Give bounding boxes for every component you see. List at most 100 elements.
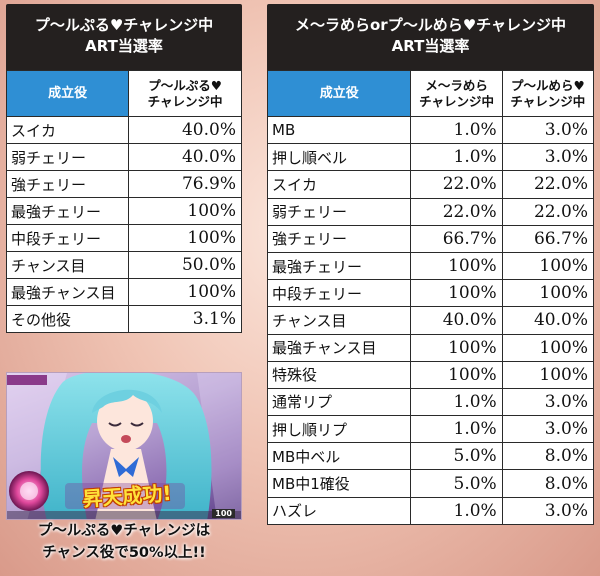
role-name: 強チェリー [5, 170, 130, 198]
table-row: 最強チャンス目 100% [5, 278, 242, 306]
caption-line2: チャンス役で50%以上!! [42, 545, 206, 561]
rate-value-mera: 1.0% [410, 115, 503, 145]
table-row: MB中ベル 5.0% 8.0% [266, 442, 595, 471]
table-row: 通常リプ 1.0% 3.0% [266, 387, 595, 417]
right-rate-table: 成立役 メ～ラめら チャレンジ中 プ～ルめら♥ チャレンジ中 MB 1.0% 3.0… [266, 70, 595, 525]
rate-value: 3.1% [128, 305, 242, 333]
right-header-col1-line2: チャレンジ中 [419, 93, 495, 109]
thumbnail-caption: プ～ルぷる♥チャレンジは チャンス役で50%以上!! [6, 520, 242, 564]
table-row: MB 1.0% 3.0% [266, 115, 595, 145]
rate-value-pool: 3.0% [501, 387, 595, 417]
left-header-col-line2: チャレンジ中 [147, 93, 223, 109]
right-rate-panel: メ～ラめらorプ～ルめら♥チャレンジ中 ART当選率 成立役 メ～ラめら チャレ… [266, 4, 595, 525]
role-name: ハズレ [266, 496, 412, 525]
rate-value-pool: 3.0% [501, 115, 595, 145]
rate-value: 100% [128, 197, 242, 225]
table-row: 最強チェリー 100% [5, 197, 242, 225]
rate-value-pool: 22.0% [501, 197, 595, 226]
left-rate-table: 成立役 プ～ルぷる♥ チャレンジ中 スイカ 40.0% 弱チェリー 40.0% 強チ… [5, 70, 242, 333]
role-name: その他役 [5, 305, 130, 333]
rate-value-mera: 100% [410, 279, 503, 308]
table-row: 強チェリー 66.7% 66.7% [266, 224, 595, 253]
role-name: スイカ [5, 116, 130, 144]
right-title-line1: メ～ラめらorプ～ルめら♥チャレンジ中 [294, 16, 566, 34]
rate-value-pool: 22.0% [501, 170, 595, 199]
role-name: 弱チェリー [5, 143, 130, 171]
rate-value-mera: 22.0% [410, 197, 503, 226]
right-header-row: 成立役 メ～ラめら チャレンジ中 プ～ルめら♥ チャレンジ中 [266, 70, 595, 117]
right-header-col1-line1: メ～ラめら [425, 77, 488, 93]
rate-value: 40.0% [128, 116, 242, 144]
rate-value-pool: 100% [501, 333, 595, 362]
right-header-col2-line2: チャレンジ中 [510, 93, 586, 109]
role-name: 特殊役 [266, 360, 412, 389]
left-panel-title: プ～ルぷる♥チャレンジ中 ART当選率 [6, 4, 242, 70]
game-screenshot-thumbnail: 昇天成功! 100 [6, 372, 242, 520]
left-title-line2: ART当選率 [85, 37, 163, 55]
rate-value-mera: 1.0% [410, 415, 503, 444]
table-row: 弱チェリー 40.0% [5, 143, 242, 171]
left-rate-panel: プ～ルぷる♥チャレンジ中 ART当選率 成立役 プ～ルぷる♥ チャレンジ中 スイ… [5, 4, 242, 333]
rate-value-mera: 1.0% [410, 496, 503, 525]
role-name: MB中ベル [266, 442, 412, 471]
right-panel-title: メ～ラめらorプ～ルめら♥チャレンジ中 ART当選率 [267, 4, 594, 70]
left-header-name: 成立役 [5, 70, 130, 117]
role-name: 最強チャンス目 [5, 278, 130, 306]
table-row: MB中1確役 5.0% 8.0% [266, 469, 595, 498]
rate-value-pool: 100% [501, 251, 595, 281]
left-header-row: 成立役 プ～ルぷる♥ チャレンジ中 [5, 70, 242, 117]
rate-value: 76.9% [128, 170, 242, 198]
left-title-line1: プ～ルぷる♥チャレンジ中 [34, 16, 214, 34]
table-row: ハズレ 1.0% 3.0% [266, 496, 595, 525]
rate-value-mera: 22.0% [410, 170, 503, 199]
role-name: スイカ [266, 170, 412, 199]
table-row: スイカ 22.0% 22.0% [266, 170, 595, 199]
left-header-col: プ～ルぷる♥ チャレンジ中 [128, 70, 242, 117]
table-row: 弱チェリー 22.0% 22.0% [266, 197, 595, 226]
role-name: チャンス目 [5, 251, 130, 279]
role-name: 最強チャンス目 [266, 333, 412, 362]
rate-value-pool: 3.0% [501, 415, 595, 444]
table-row: チャンス目 50.0% [5, 251, 242, 279]
table-row: 強チェリー 76.9% [5, 170, 242, 198]
role-name: 通常リプ [266, 387, 412, 417]
rate-value-mera: 5.0% [410, 469, 503, 498]
rate-value-pool: 3.0% [501, 143, 595, 172]
rate-value-pool: 66.7% [501, 224, 595, 253]
rate-value: 50.0% [128, 251, 242, 279]
rate-value-pool: 40.0% [501, 306, 595, 335]
role-name: MB中1確役 [266, 469, 412, 498]
table-row: チャンス目 40.0% 40.0% [266, 306, 595, 335]
role-name: 中段チェリー [266, 279, 412, 308]
rate-value-mera: 40.0% [410, 306, 503, 335]
role-name: 最強チェリー [266, 251, 412, 281]
right-header-col2: プ～ルめら♥ チャレンジ中 [501, 70, 595, 117]
rate-value-mera: 5.0% [410, 442, 503, 471]
role-name: MB [266, 115, 412, 145]
rate-value-mera: 100% [410, 333, 503, 362]
rate-value-mera: 100% [410, 251, 503, 281]
role-name: 中段チェリー [5, 224, 130, 252]
role-name: 最強チェリー [5, 197, 130, 225]
rate-value: 100% [128, 224, 242, 252]
role-name: 弱チェリー [266, 197, 412, 226]
rate-value-pool: 8.0% [501, 442, 595, 471]
table-row: 最強チェリー 100% 100% [266, 251, 595, 281]
role-name: 強チェリー [266, 224, 412, 253]
table-row: 特殊役 100% 100% [266, 360, 595, 389]
rate-value-pool: 100% [501, 279, 595, 308]
rate-value-mera: 1.0% [410, 387, 503, 417]
rate-value-pool: 3.0% [501, 496, 595, 525]
role-name: 押し順ベル [266, 143, 412, 172]
rate-value: 100% [128, 278, 242, 306]
table-row: 押し順リプ 1.0% 3.0% [266, 415, 595, 444]
rate-value-mera: 1.0% [410, 143, 503, 172]
rate-value-pool: 100% [501, 360, 595, 389]
right-header-name: 成立役 [266, 70, 412, 117]
rate-value: 40.0% [128, 143, 242, 171]
character-illustration [7, 373, 241, 519]
rate-value-pool: 8.0% [501, 469, 595, 498]
table-row: 押し順ベル 1.0% 3.0% [266, 143, 595, 172]
table-row: 最強チャンス目 100% 100% [266, 333, 595, 362]
rate-value-mera: 100% [410, 360, 503, 389]
